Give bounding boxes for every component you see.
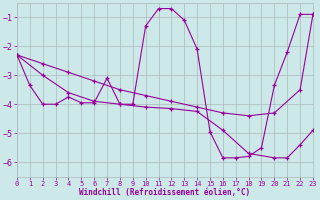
X-axis label: Windchill (Refroidissement éolien,°C): Windchill (Refroidissement éolien,°C) (79, 188, 251, 197)
